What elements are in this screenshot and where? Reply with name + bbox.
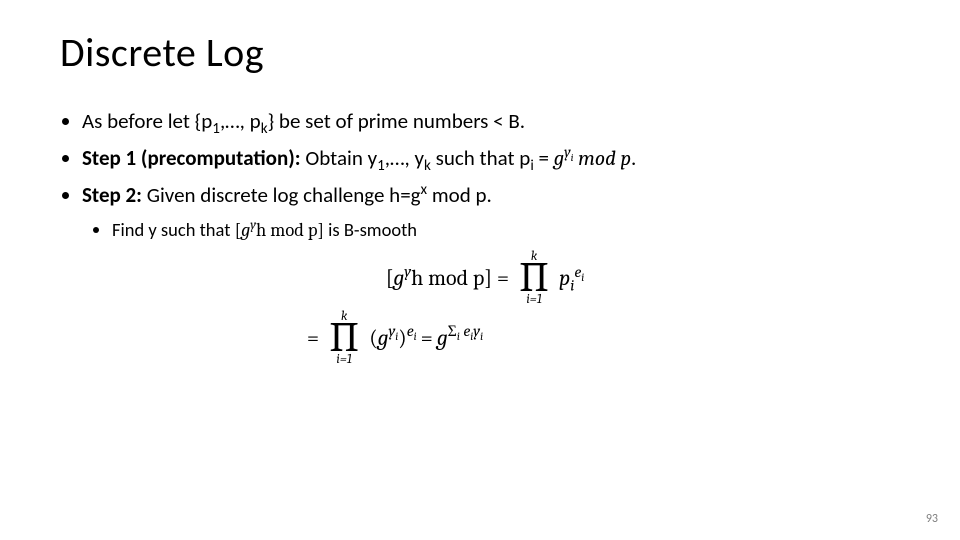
bullet-list: As before let {p1,…, pk} be set of prime… [60,105,910,244]
bullet-2: Step 1 (precomputation): Obtain y1,…, yk… [82,142,910,176]
b1-text-a: As before let {p [82,108,212,134]
b1-text-b: ,…, p [220,108,261,134]
eq1-rhs: piei [559,265,584,291]
product-symbol-2: k ∏ i=1 [327,310,361,366]
eq2-g: g [378,325,389,351]
eq2-outer-exp: ei [407,322,417,340]
prod1-pi-icon: ∏ [517,261,551,295]
prod2-lower: i=1 [336,353,351,366]
equation-row-1: [gyh mod p] = k ∏ i=1 piei [384,250,587,306]
b2-period: . [631,145,636,171]
b2-text-a: Obtain y [301,145,378,171]
eq2-g2: g [437,325,448,351]
b2-s2: k [424,157,431,175]
bullet-1: As before let {p1,…, pk} be set of prime… [82,105,910,138]
b2-text-c: such that p [431,145,530,171]
sub1-tail: is B-smooth [324,218,417,241]
sub-bullet-list: Find y such that [gyh mod p] is B-smooth [82,216,910,245]
eq1-close: ] = [484,265,509,291]
eq2-close: ) [398,325,406,351]
eq1-p: p [559,265,570,291]
b2-eq: = [534,145,554,171]
eq1-ei: i [581,271,584,284]
eq2-open: ( [369,325,377,351]
eq2-mid: (gyi)ei [369,325,416,351]
b2-mod: mod p [574,147,632,171]
bullet-3: Step 2: Given discrete log challenge h=g… [82,179,910,244]
slide: Discrete Log As before let {p1,…, pk} be… [0,0,960,540]
sub1-a: Find y such that [112,218,235,241]
eq2-sumexp: Σi eiyi [448,322,483,340]
b2-text-b: ,…, y [385,145,424,171]
eq2-ei: i [414,331,417,344]
slide-title: Discrete Log [60,28,910,77]
b2-label: Step 1 (precomputation): [82,145,301,171]
b3-text-b: mod p. [427,182,492,208]
eq1-g: g [393,265,404,291]
sub-bullet-1: Find y such that [gyh mod p] is B-smooth [112,216,910,245]
prod2-pi-icon: ∏ [327,321,361,355]
eq2-rhs: gΣi eiyi [437,325,483,351]
eq2-syi: i [480,331,483,344]
equation-block: [gyh mod p] = k ∏ i=1 piei = k ∏ i=1 (gy… [60,248,910,367]
product-symbol-1: k ∏ i=1 [517,250,551,306]
b1-text-c: } be set of prime numbers < B. [268,108,525,134]
b2-g: g [554,147,564,171]
eq2-eq2: = [421,325,433,351]
b3-label: Step 2: [82,182,142,208]
page-number: 93 [926,512,938,526]
equation-row-2: = k ∏ i=1 (gyi)ei = gΣi eiyi [305,310,485,366]
sub1-hmod: h mod p [256,219,318,241]
eq2-se: e [460,322,470,340]
b1-sub2: k [261,120,268,138]
b2-s1: 1 [377,157,385,175]
eq2-eq: = [307,325,319,351]
b2-exp: yi [564,143,573,161]
eq1-hmod: h mod p [411,265,484,291]
b3-text-a: Given discrete log challenge h=g [142,182,421,208]
b1-sub1: 1 [212,120,220,138]
eq2-e: e [407,322,414,340]
eq2-inner-exp: yi [388,322,398,340]
eq2-sigma-icon: Σ [448,322,457,340]
eq1-lhs: [gyh mod p] = [386,265,509,291]
sub1-g: g [241,219,250,241]
prod1-lower: i=1 [526,293,541,306]
eq1-p-exp: ei [574,263,584,281]
